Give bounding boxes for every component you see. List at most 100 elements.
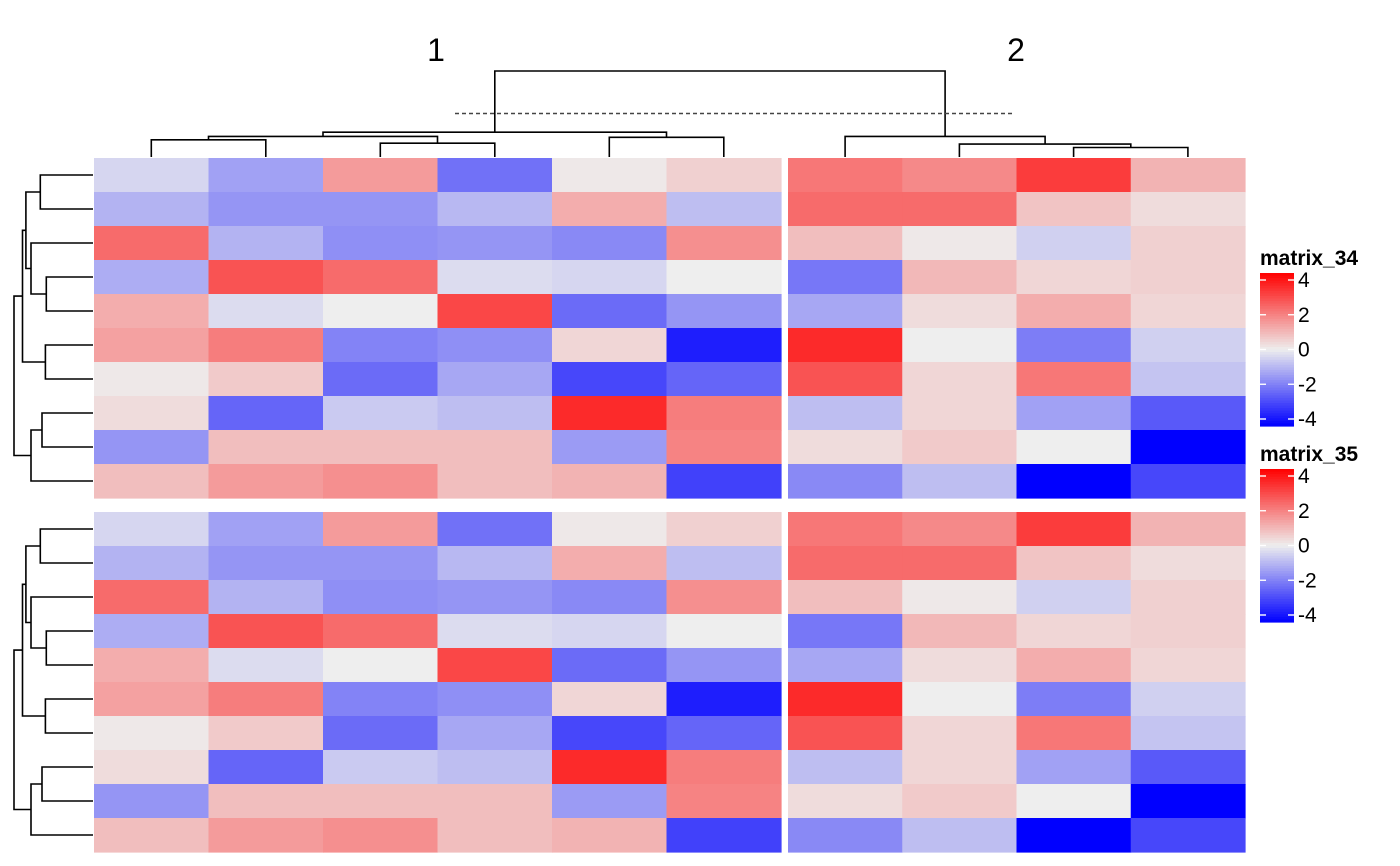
heatmap-cell: [94, 682, 210, 717]
heatmap-cell: [94, 464, 210, 499]
heatmap-cell: [1130, 750, 1246, 785]
column-dendrogram-branch: [844, 135, 1046, 157]
legend-color-bar-segment: [1260, 275, 1294, 279]
heatmap-cell: [94, 294, 210, 329]
heatmap-cell: [552, 430, 668, 465]
heatmap-cell: [1130, 226, 1246, 261]
heatmap-cell: [208, 614, 324, 649]
legend-color-bar-segment: [1260, 311, 1294, 315]
legend-color-bar-segment: [1260, 392, 1294, 396]
heatmap-cell: [1130, 512, 1246, 547]
heatmap-cell: [208, 464, 324, 499]
legend-color-bar-segment: [1260, 408, 1294, 412]
heatmap-cell: [208, 294, 324, 329]
heatmap-cell: [788, 226, 903, 261]
legend-color-bar-segment: [1260, 479, 1294, 483]
row-dendrogram-branch: [44, 698, 93, 734]
heatmap-cell: [788, 294, 903, 329]
heatmap-cell: [788, 158, 903, 193]
legend-tick-label: 2: [1298, 500, 1310, 523]
legend-color-bar-segment: [1260, 280, 1294, 284]
heatmap-cell: [1130, 546, 1246, 581]
heatmap-cell: [788, 784, 903, 819]
heatmap-cell: [1130, 648, 1246, 683]
heatmap-cell: [666, 260, 782, 295]
legend-color-bar-segment: [1260, 593, 1294, 598]
heatmap-cell: [788, 682, 903, 717]
legend-color-bar-segment: [1260, 571, 1294, 575]
heatmap-cell: [788, 328, 903, 363]
heatmap-cell: [94, 260, 210, 295]
heatmap-cell: [902, 294, 1018, 329]
heatmap-cell: [1130, 396, 1246, 431]
heatmap-cell: [902, 818, 1018, 853]
legend-color-bar-segment: [1260, 301, 1294, 305]
legend-color-bar-segment: [1260, 520, 1294, 524]
legend-color-bar-segment: [1260, 362, 1294, 366]
legend-color-bar-segment: [1260, 334, 1294, 338]
legend-color-bar-segment: [1260, 586, 1294, 590]
legend-color-bar-segment: [1260, 604, 1294, 608]
heatmap-cell: [94, 158, 210, 193]
legend-color-bar-segment: [1260, 357, 1294, 361]
heatmap-cell: [552, 396, 668, 431]
heatmap-cell: [437, 294, 553, 329]
legend-color-bar-segment: [1260, 578, 1294, 582]
heatmap-cell: [437, 580, 553, 615]
heatmap-cell: [552, 750, 668, 785]
row-dendrogram-branch: [41, 412, 93, 448]
heatmap-cell: [437, 464, 553, 499]
heatmap-cell: [437, 192, 553, 227]
heatmap-cell: [902, 546, 1018, 581]
heatmap-cell: [94, 580, 210, 615]
heatmap-cell: [902, 614, 1018, 649]
heatmap-cell: [208, 648, 324, 683]
legend-tick-label: 0: [1298, 339, 1310, 362]
heatmap-cell: [437, 362, 553, 397]
legend-color-bar-segment: [1260, 273, 1294, 277]
legend-color-bar-segment: [1260, 484, 1294, 488]
legend-color-bar-segment: [1260, 550, 1294, 554]
heatmap-cell: [94, 546, 210, 581]
heatmap-cell: [552, 294, 668, 329]
heatmap-cell: [666, 464, 782, 499]
heatmap-cell: [323, 226, 439, 261]
legend-color-bar-segment: [1260, 420, 1294, 425]
legend-color-bar-segment: [1260, 303, 1294, 307]
heatmap-cell: [437, 546, 553, 581]
row-dendrogram-branch: [25, 191, 41, 270]
heatmap-cell: [666, 396, 782, 431]
legend-color-bar-segment: [1260, 403, 1294, 407]
heatmap-cell: [1130, 260, 1246, 295]
heatmap-cell: [1016, 580, 1132, 615]
heatmap-cell: [323, 682, 439, 717]
legend-color-bar-segment: [1260, 298, 1294, 302]
legend-color-bar-segment: [1260, 522, 1294, 526]
heatmap-cell: [1130, 818, 1246, 853]
legend-color-bar-segment: [1260, 619, 1294, 623]
heatmap-cell: [666, 580, 782, 615]
heatmap-matrix-34: [94, 158, 1246, 499]
heatmap-cell: [666, 362, 782, 397]
heatmap-cell: [552, 682, 668, 717]
heatmap-cell: [208, 512, 324, 547]
heatmap-cell: [437, 512, 553, 547]
legend-color-bar-segment: [1260, 352, 1294, 356]
heatmap-cell: [94, 716, 210, 751]
heatmap-cell: [208, 396, 324, 431]
heatmap-cell: [1016, 716, 1132, 751]
heatmap-cell: [208, 430, 324, 465]
row-dendrogram-branch: [39, 528, 93, 564]
heatmap-cell: [666, 226, 782, 261]
heatmap-cell: [902, 750, 1018, 785]
legend-color-bar-segment: [1260, 413, 1294, 417]
heatmap-cell: [1016, 396, 1132, 431]
heatmap-cell: [1016, 430, 1132, 465]
legend-color-bar-segment: [1260, 553, 1294, 557]
legend-color-bar-segment: [1260, 285, 1294, 289]
heatmap-cell: [666, 192, 782, 227]
heatmap-cell: [323, 260, 439, 295]
legend-color-bar-segment: [1260, 377, 1294, 381]
legend-color-bar-segment: [1260, 283, 1294, 287]
heatmap-cell: [902, 260, 1018, 295]
